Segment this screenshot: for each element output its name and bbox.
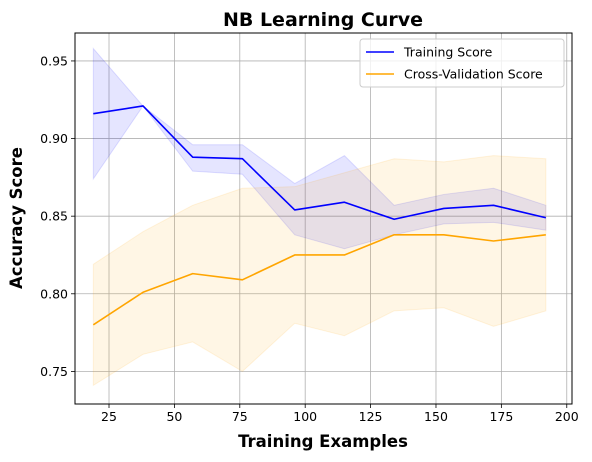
series-1-line xyxy=(92,233,546,326)
legend-box xyxy=(359,38,565,88)
x-tick-label: 75 xyxy=(232,409,248,424)
x-tick-label: 50 xyxy=(166,409,182,424)
x-tick-label: 175 xyxy=(489,409,513,424)
x-tick-label: 200 xyxy=(555,409,579,424)
x-tick-label: 25 xyxy=(101,409,117,424)
legend-label-1: Cross-Validation Score xyxy=(404,67,543,82)
legend: Training Score Cross-Validation Score xyxy=(359,38,565,88)
confidence-bands xyxy=(92,47,547,387)
x-tick-label: 150 xyxy=(424,409,448,424)
y-axis-label: Accuracy Score xyxy=(7,147,26,289)
y-tick-label: 0.95 xyxy=(40,53,68,68)
y-tick-label: 0.80 xyxy=(40,286,68,301)
x-axis-label: Training Examples xyxy=(238,432,408,451)
plot-frame xyxy=(74,32,573,405)
y-tick-label: 0.90 xyxy=(40,131,68,146)
series-lines xyxy=(92,105,547,326)
legend-label-0: Training Score xyxy=(403,45,493,60)
series-1-confidence-band xyxy=(92,155,547,387)
series-0-line xyxy=(93,105,547,221)
x-tick-label: 125 xyxy=(359,409,383,424)
series-0-confidence-band xyxy=(92,47,547,250)
y-axis-ticks: 0.75 0.80 0.85 0.90 0.95 xyxy=(40,53,75,379)
y-tick-label: 0.75 xyxy=(40,364,68,379)
y-tick-label: 0.85 xyxy=(40,209,68,224)
x-tick-label: 100 xyxy=(293,409,317,424)
x-axis-ticks: 25 50 75 100 125 150 175 200 xyxy=(101,404,579,424)
chart-title: NB Learning Curve xyxy=(223,9,423,31)
